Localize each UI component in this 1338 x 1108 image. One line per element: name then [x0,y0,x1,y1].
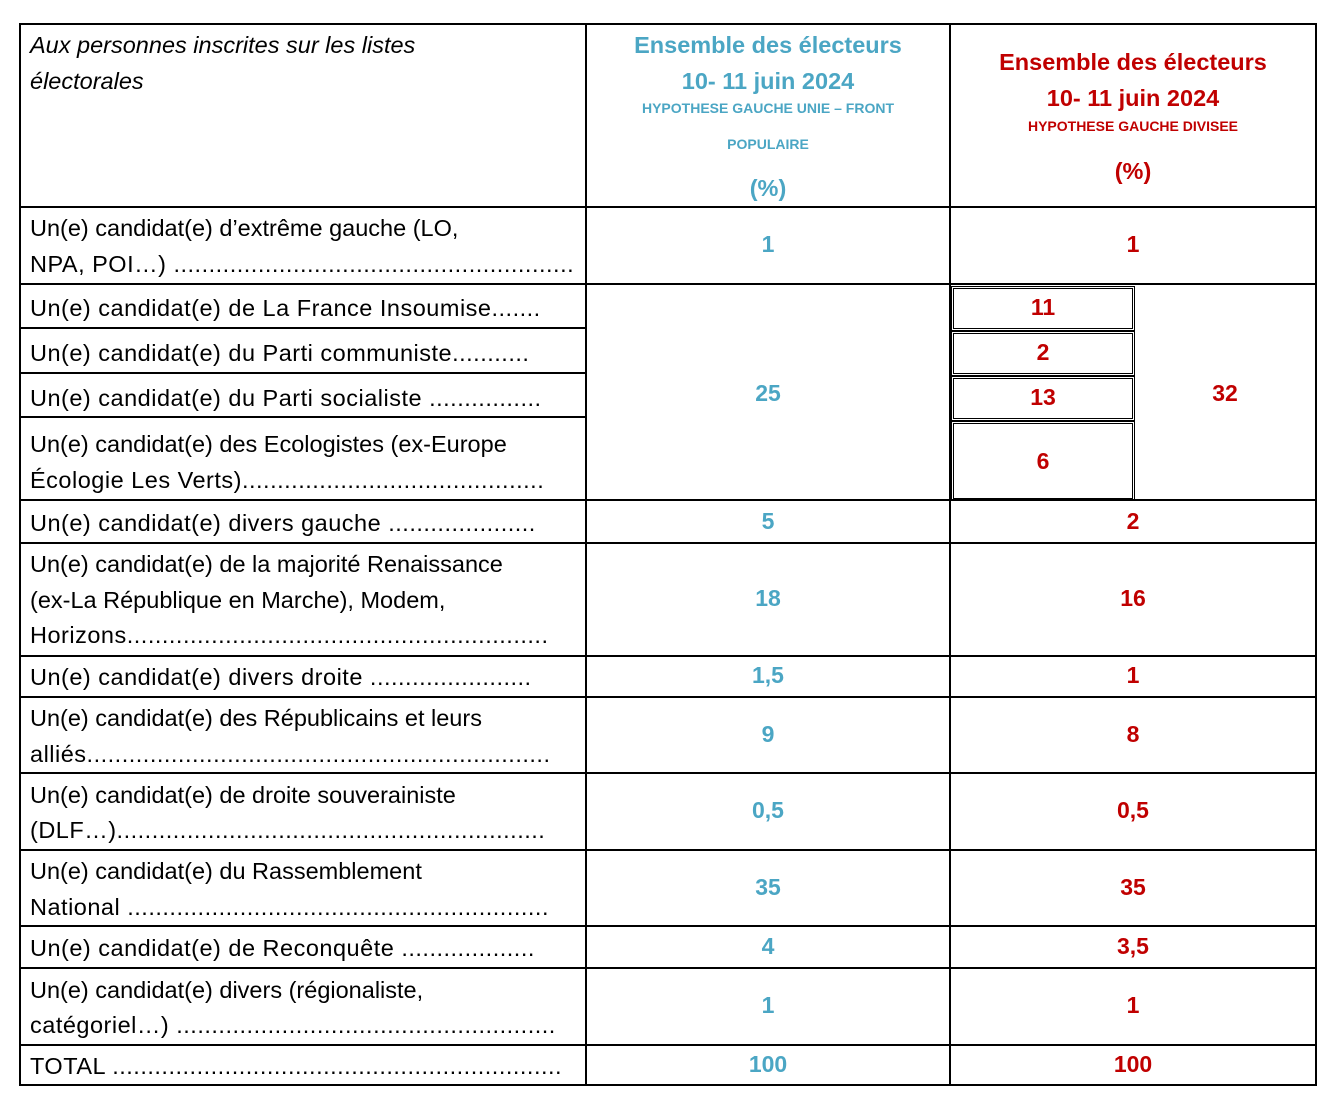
row-line [19,849,1317,851]
row-label: (DLF…)..................................… [30,817,546,843]
value-divisee-total: 100 [1113,1051,1153,1077]
border-left [19,23,21,1086]
row-label: Un(e) candidat(e) divers droite ........… [30,664,532,690]
row-label: Un(e) candidat(e) des Ecologistes (ex-Eu… [30,431,507,457]
row-line [19,372,587,374]
row-label: Un(e) candidat(e) du Rassemblement [30,858,422,884]
value-divisee: 0,5 [1117,797,1149,823]
row-label: Un(e) candidat(e) du Parti socialiste ..… [30,385,542,411]
border-bottom [19,1084,1317,1086]
row-label: (ex-La République en Marche), Modem, [30,587,446,613]
row-label: Un(e) candidat(e) des Républicains et le… [30,705,482,731]
col1-hypothesis-line2: POPULAIRE [727,136,809,152]
row-line [19,967,1317,969]
col1-date: 10- 11 juin 2024 [681,68,855,94]
value-unie: 5 [761,508,775,534]
value-unie: 1,5 [752,662,784,688]
value-divisee: 1 [1126,662,1140,688]
row-label: Un(e) candidat(e) de Reconquête ........… [30,935,535,961]
row-line [19,655,1317,657]
value-divisee: 16 [1120,585,1146,611]
value-unie-total: 100 [748,1051,788,1077]
row-line [19,1044,1317,1046]
value-divisee: 1 [1126,231,1140,257]
border-col1 [585,23,587,1086]
header-first-col: Aux personnes inscrites sur les listes é… [30,32,416,94]
value-divisee: 1 [1126,992,1140,1018]
row-label: alliés..................................… [30,741,551,767]
col1-hypothesis-line1: HYPOTHESE GAUCHE UNIE – FRONT [641,100,895,116]
col2-unit: (%) [1114,158,1152,184]
row-label: Un(e) candidat(e) du Parti communiste...… [30,340,530,366]
border-col2 [949,23,951,1086]
row-label: Un(e) candidat(e) de droite souverainist… [30,782,456,808]
row-line [19,772,1317,774]
value-unie: 9 [761,721,775,747]
border-right [1315,23,1317,1086]
subbox-eco [951,421,1135,501]
row-line [19,542,1317,544]
row-label: Un(e) candidat(e) divers gauche ........… [30,510,536,536]
row-label: NPA, POI…) .............................… [30,251,575,277]
row-label: Un(e) candidat(e) divers (régionaliste, [30,977,424,1003]
row-label: Un(e) candidat(e) d’extrême gauche (LO, [30,215,459,241]
value-divisee-union-total: 32 [1212,380,1238,406]
value-divisee: 2 [1036,339,1050,365]
row-line [19,327,587,329]
row-line [19,696,1317,698]
border-top [19,23,1317,25]
row-line [19,206,1317,208]
value-divisee: 35 [1120,874,1146,900]
value-unie: 35 [755,874,781,900]
row-label: Un(e) candidat(e) de la majorité Renaiss… [30,551,503,577]
value-unie-union: 25 [755,380,781,406]
subbox-pc [951,331,1135,376]
row-label: Horizons................................… [30,622,549,648]
value-unie: 4 [761,933,775,959]
row-label: Écologie Les Verts).....................… [30,467,545,493]
value-unie: 1 [761,231,775,257]
row-line [19,499,1317,501]
row-line [19,925,1317,927]
col2-date: 10- 11 juin 2024 [1046,85,1220,111]
col2-hypothesis: HYPOTHESE GAUCHE DIVISEE [1027,118,1239,134]
row-label: National ...............................… [30,894,549,920]
col2-title: Ensemble des électeurs [999,49,1267,75]
value-divisee: 6 [1036,448,1050,474]
subbox-lfi [951,286,1135,331]
value-unie: 1 [761,992,775,1018]
subbox-ps [951,376,1135,421]
row-line [19,283,1317,285]
row-label: Un(e) candidat(e) de La France Insoumise… [30,295,541,321]
value-divisee: 3,5 [1117,933,1149,959]
value-divisee: 11 [1030,294,1056,320]
row-label-total: TOTAL ..................................… [30,1053,563,1079]
value-divisee: 2 [1126,508,1140,534]
value-divisee: 8 [1126,721,1140,747]
col1-unit: (%) [749,175,787,201]
value-divisee: 13 [1030,384,1056,410]
value-unie: 18 [755,585,781,611]
value-unie: 0,5 [752,797,784,823]
row-line [19,416,587,418]
row-label: catégoriel…) ...........................… [30,1012,556,1038]
col1-title: Ensemble des électeurs [634,32,902,58]
